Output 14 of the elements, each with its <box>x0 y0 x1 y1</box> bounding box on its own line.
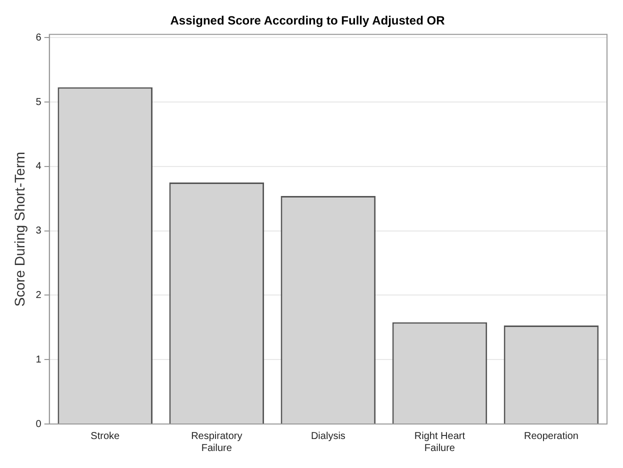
x-tick-label: Stroke <box>90 430 120 442</box>
y-tick-label: 4 <box>36 161 42 172</box>
y-tick-label: 0 <box>36 418 42 430</box>
chart-title: Assigned Score According to Fully Adjusted OR <box>170 14 446 28</box>
x-tick-label: Dialysis <box>310 430 346 442</box>
y-tick-label: 6 <box>36 32 42 44</box>
x-tick-label: Respiratory Failure <box>191 430 242 454</box>
y-tick-label: 2 <box>36 290 42 301</box>
y-tick-label: 3 <box>36 226 42 237</box>
x-tick-label: Right Heart Failure <box>414 430 466 454</box>
x-tick-label: Reoperation <box>524 430 578 442</box>
y-tick-label: 1 <box>36 354 42 366</box>
y-axis-title: Score During Short-Term <box>11 152 28 307</box>
y-tick-label: 5 <box>36 96 42 108</box>
